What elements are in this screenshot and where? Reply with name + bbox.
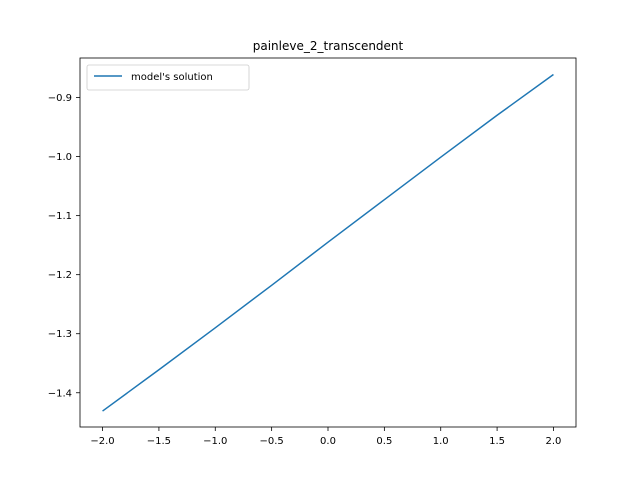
- y-axis: −1.4 −1.3 −1.2 −1.1 −1.0 −0.9: [48, 93, 80, 399]
- x-tick-label: −1.0: [203, 436, 227, 447]
- y-tick-label: −1.1: [48, 211, 72, 222]
- x-tick-label: −2.0: [90, 436, 114, 447]
- x-tick-label: 1.0: [433, 436, 449, 447]
- legend: model's solution: [86, 64, 250, 91]
- axes-frame: [79, 57, 577, 428]
- x-tick-label: −1.5: [147, 436, 171, 447]
- x-tick-label: 0.0: [320, 436, 336, 447]
- y-tick-label: −1.0: [48, 152, 72, 163]
- x-tick-label: 0.5: [376, 436, 392, 447]
- x-tick-label: 1.5: [489, 436, 505, 447]
- legend-label: model's solution: [131, 72, 213, 83]
- y-tick-label: −1.3: [48, 329, 72, 340]
- y-tick-label: −0.9: [48, 93, 72, 104]
- x-axis: −2.0 −1.5 −1.0 −0.5 0.0 0.5 1.0 1.5 2.0: [90, 427, 561, 447]
- plot-area: −2.0 −1.5 −1.0 −0.5 0.0 0.5 1.0 1.5 2.0 −1.4 −1.3…: [48, 57, 577, 447]
- chart-title: painleve_2_transcendent: [253, 39, 404, 53]
- y-tick-label: −1.4: [48, 388, 72, 399]
- x-tick-label: −0.5: [259, 436, 283, 447]
- series-line: [102, 73, 554, 412]
- x-tick-label: 2.0: [546, 436, 562, 447]
- legend-box: [86, 64, 250, 91]
- y-tick-label: −1.2: [48, 270, 72, 281]
- series-layer: [102, 73, 554, 412]
